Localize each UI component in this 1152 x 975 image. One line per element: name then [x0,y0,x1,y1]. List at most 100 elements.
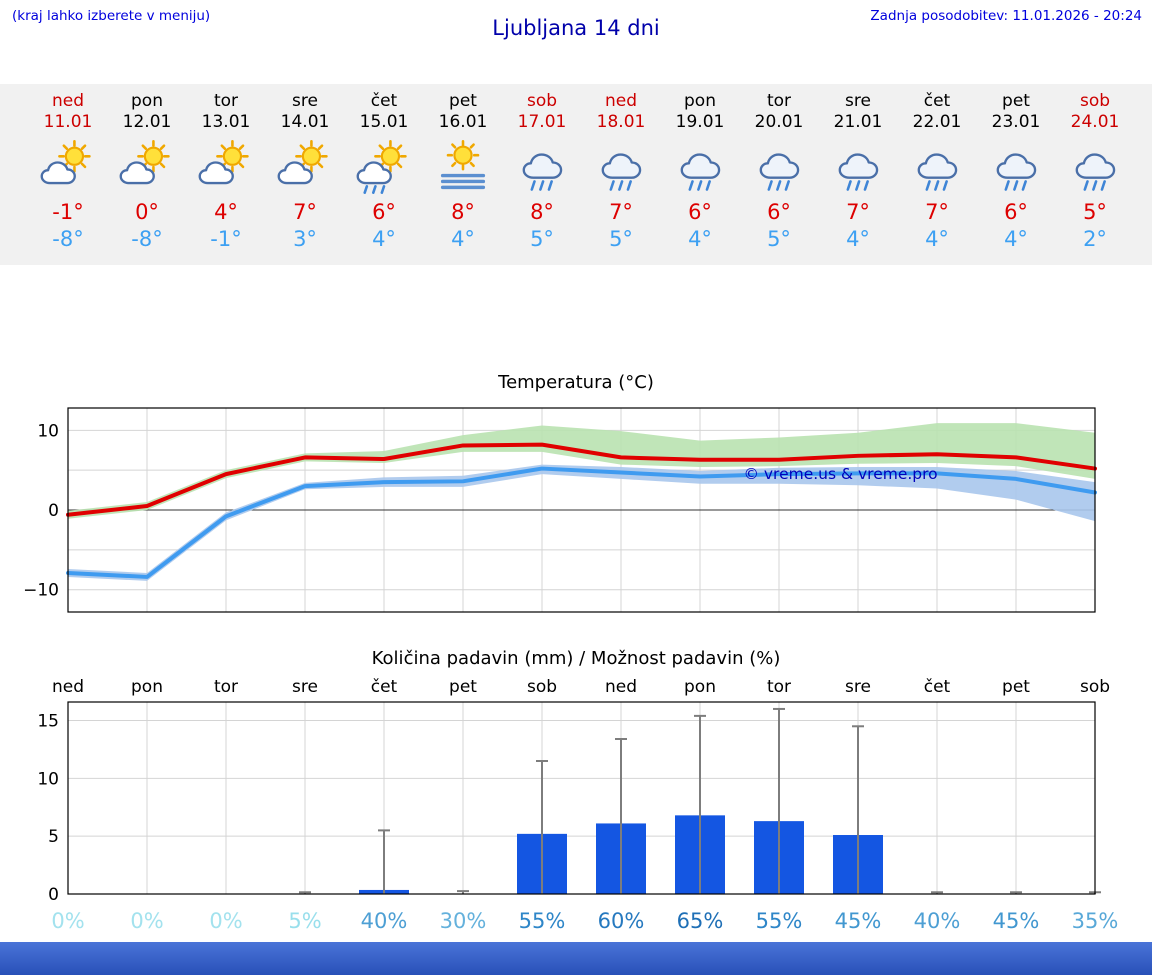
day-date: 23.01 [991,111,1041,132]
day-high-temp: 6° [372,199,396,224]
rain-icon [579,140,663,196]
day-low-temp: 4° [846,226,870,251]
precip-plot-area [68,701,1095,894]
precip-probability: 40% [361,909,408,933]
precip-probability: 35% [1072,909,1119,933]
forecast-day-7: sob 17.01 8° 5° [500,91,584,251]
watermark: © vreme.us & vreme.pro [743,465,937,483]
day-high-temp: -1° [52,199,84,224]
day-name: sre [845,90,871,111]
day-date: 13.01 [201,111,251,132]
day-low-temp: 5° [609,226,633,251]
day-high-temp: 7° [609,199,633,224]
day-high-temp: 4° [214,199,238,224]
day-name: sob [526,90,558,111]
last-update: Zadnja posodobitev: 11.01.2026 - 20:24 [870,8,1142,24]
page-title: Ljubljana 14 dni [492,16,660,40]
precip-probability: 30% [440,909,487,933]
precip-probability: 65% [677,909,724,933]
y-tick-label: 15 [37,711,59,731]
day-label: sob [1080,677,1110,697]
day-label: sre [845,677,871,697]
day-high-temp: 6° [1004,199,1028,224]
sun-cloud-icon [105,139,189,196]
forecast-day-10: tor 20.01 6° 5° [737,91,821,251]
day-high-temp: 0° [135,199,159,224]
day-date: 19.01 [675,111,725,132]
forecast-day-3: tor 13.01 4° -1° [184,91,268,251]
precip-probability: 40% [914,909,961,933]
sun-cloud-icon [184,139,268,196]
rain-icon [974,140,1058,196]
rain-icon [816,140,900,196]
day-high-temp: 8° [451,199,475,224]
precip-probability: 55% [756,909,803,933]
precip-probability: 0% [209,909,242,933]
rain-icon [895,140,979,196]
day-name: tor [213,90,239,111]
y-tick-label: −10 [23,580,59,600]
forecast-day-8: ned 18.01 7° 5° [579,91,663,251]
day-date: 20.01 [754,111,804,132]
forecast-day-4: sre 14.01 7° 3° [263,91,347,251]
menu-hint: (kraj lahko izberete v meniju) [12,8,211,24]
day-date: 21.01 [833,111,883,132]
day-low-temp: 4° [1004,226,1028,251]
day-label: čet [371,677,398,697]
day-label: pon [684,677,716,697]
y-tick-label: 0 [48,885,59,905]
min-temperature-line [66,466,1097,579]
precip-probability: 45% [993,909,1040,933]
day-label: tor [767,677,791,697]
day-label: sob [527,677,557,697]
day-date: 12.01 [122,111,172,132]
day-name: pon [684,90,716,111]
day-label: ned [52,677,84,697]
precip-probability: 5% [288,909,321,933]
max-temperature-band [68,422,1095,519]
day-label: pon [131,677,163,697]
precipitation-chart-title: Količina padavin (mm) / Možnost padavin … [371,647,781,669]
sun-cloud-icon [26,139,110,196]
sun-cloud-rain-icon [342,139,426,196]
day-name: čet [370,90,398,111]
day-low-temp: -1° [210,226,242,251]
day-name: ned [604,90,638,111]
day-name: pet [449,90,477,111]
day-high-temp: 6° [688,199,712,224]
day-date: 24.01 [1070,111,1120,132]
forecast-day-12: čet 22.01 7° 4° [895,91,979,251]
day-date: 17.01 [517,111,567,132]
temperature-chart-title: Temperatura (°C) [498,371,654,393]
day-low-temp: 4° [372,226,396,251]
y-tick-label: 10 [37,421,59,441]
day-label: sre [292,677,318,697]
precipitation-chart: ned pon tor sre čet pet sob ned pon tor sre čet pet s… [37,677,1119,933]
day-name: pet [1002,90,1030,111]
day-high-temp: 8° [530,199,554,224]
forecast-day-9: pon 19.01 6° 4° [658,91,742,251]
forecast-day-11: sre 21.01 7° 4° [816,91,900,251]
day-low-temp: -8° [52,226,84,251]
day-low-temp: 4° [688,226,712,251]
header: (kraj lahko izberete v meniju) Ljubljana… [0,0,1152,84]
temperature-section: Temperatura (°C) −10 0 10 © vreme.us & vrem… [0,372,1152,642]
day-label: ned [605,677,637,697]
day-name: pon [131,90,163,111]
day-date: 15.01 [359,111,409,132]
day-date: 22.01 [912,111,962,132]
day-name: sob [1079,90,1111,111]
spacer [0,265,1152,371]
day-name: ned [51,90,85,111]
plot-frame [67,700,1096,895]
day-high-temp: 7° [293,199,317,224]
rain-icon [500,140,584,196]
footer-bar [0,941,1152,975]
day-date: 14.01 [280,111,330,132]
day-high-temp: 5° [1083,199,1107,224]
day-name: sre [292,90,318,111]
day-label: čet [924,677,951,697]
max-temperature-line [66,442,1097,517]
rain-icon [658,140,742,196]
rain-icon [1053,140,1137,196]
